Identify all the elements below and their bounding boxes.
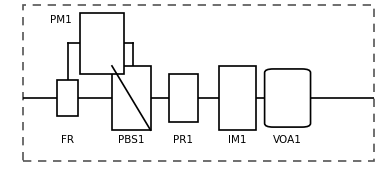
Bar <box>169 74 198 122</box>
Text: FR: FR <box>61 135 74 145</box>
Bar <box>80 13 124 74</box>
Bar <box>57 80 78 116</box>
Text: PR1: PR1 <box>173 135 193 145</box>
FancyBboxPatch shape <box>264 69 310 127</box>
Bar <box>112 66 151 130</box>
Bar <box>219 66 256 130</box>
Text: PM1: PM1 <box>50 15 72 25</box>
Text: PBS1: PBS1 <box>118 135 144 145</box>
Text: VOA1: VOA1 <box>273 135 302 145</box>
Text: IM1: IM1 <box>228 135 247 145</box>
